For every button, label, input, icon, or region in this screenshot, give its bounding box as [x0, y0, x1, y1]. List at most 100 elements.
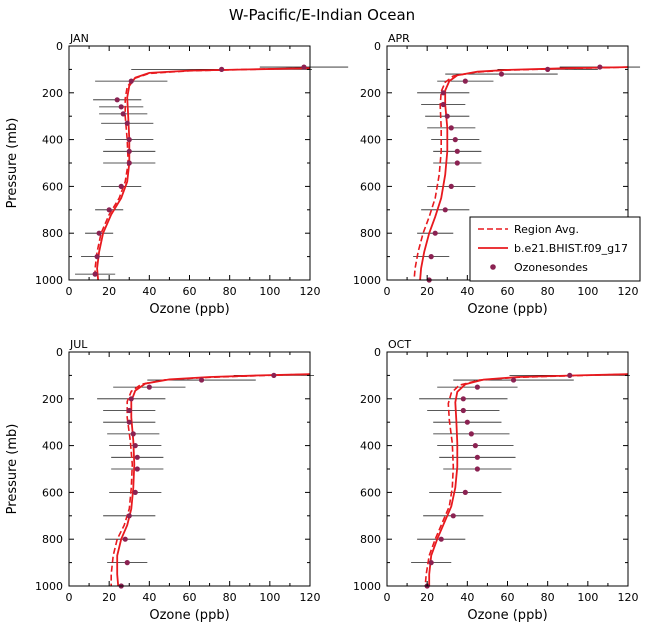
sonde-point — [122, 536, 128, 542]
sonde-point — [438, 536, 444, 542]
plot-frame — [68, 351, 311, 587]
panel-month-label: JUL — [69, 338, 88, 351]
model-line — [419, 66, 628, 280]
sonde-point — [454, 148, 460, 154]
x-tick-label: 80 — [541, 591, 555, 604]
curves — [413, 66, 628, 280]
y-tick-label: 200 — [42, 87, 63, 100]
x-tick-label: 60 — [183, 285, 197, 298]
y-tick-label: 400 — [42, 134, 63, 147]
sonde-point — [468, 431, 474, 437]
y-tick-label: 200 — [42, 393, 63, 406]
panel-month-label: OCT — [388, 338, 411, 351]
legend-label: Region Avg. — [514, 223, 579, 236]
sonde-point — [130, 431, 136, 437]
sonde-point — [126, 148, 132, 154]
panel-jan: 0 20 40 60 80 100 120 0 200 400 600 800 1000 Ozone (p… — [5, 32, 349, 317]
legend-item: b.e21.BHIST.f09_g17 — [478, 242, 628, 255]
sonde-point — [92, 271, 98, 277]
sonde-point — [472, 443, 478, 449]
sonde-point — [474, 466, 480, 472]
x-tick-label: 60 — [501, 591, 515, 604]
x-tick-label: 60 — [183, 591, 197, 604]
sonde-point — [126, 407, 132, 414]
x-tick-label: 20 — [420, 591, 434, 604]
curves — [424, 373, 628, 586]
y-tick-label: 400 — [42, 440, 63, 453]
x-axis-label: Ozone (ppb) — [149, 302, 229, 317]
sonde-point — [442, 207, 448, 213]
legend-item: Ozonesondes — [490, 261, 588, 274]
panel-month-label: JAN — [69, 32, 89, 45]
sonde-point — [301, 64, 307, 70]
y-tick-label: 400 — [360, 440, 381, 453]
sonde-point — [474, 384, 480, 390]
y-tick-label: 600 — [42, 486, 63, 499]
sonde-point — [128, 396, 134, 402]
x-tick-label: 40 — [460, 285, 474, 298]
figure-title: W-Pacific/E-Indian Ocean — [229, 6, 415, 24]
sonde-point — [567, 372, 573, 378]
legend-label: Ozonesondes — [514, 261, 588, 274]
sonde-point — [545, 66, 551, 72]
x-axis-label: Ozone (ppb) — [467, 608, 547, 623]
x-tick-label: 120 — [300, 591, 321, 604]
sonde-point — [474, 454, 480, 460]
y-tick-label: 1000 — [35, 274, 63, 287]
sonde-point — [462, 489, 468, 495]
legend: Region Avg. b.e21.BHIST.f09_g17 Ozonesonde… — [469, 216, 641, 282]
y-tick-label: 1000 — [353, 580, 381, 593]
x-tick-label: 80 — [541, 285, 555, 298]
x-tick-label: 100 — [259, 591, 280, 604]
sonde-point — [198, 377, 205, 383]
x-tick-label: 40 — [142, 285, 156, 298]
y-tick-label: 0 — [56, 40, 63, 53]
y-tick-label: 800 — [42, 533, 63, 546]
sonde-point — [460, 396, 466, 402]
sonde-point — [128, 78, 134, 84]
sonde-point — [124, 120, 130, 126]
x-axis-label: Ozone (ppb) — [149, 608, 229, 623]
x-tick-label: 40 — [142, 591, 156, 604]
sonde-point — [448, 125, 454, 131]
legend-label: b.e21.BHIST.f09_g17 — [514, 242, 628, 255]
sonde-point — [450, 513, 456, 519]
x-tick-label: 0 — [66, 285, 73, 298]
sonde-point — [452, 137, 458, 143]
x-tick-label: 80 — [223, 591, 237, 604]
sonde-point — [118, 104, 124, 110]
y-axis-label: Pressure (mb) — [5, 118, 20, 209]
sonde-point — [464, 419, 470, 425]
region-avg-line — [110, 373, 310, 586]
x-axis-label: Ozone (ppb) — [467, 302, 547, 317]
panel-oct: 0 20 40 60 80 100 120 0 200 400 600 800 1000 Ozone (p… — [353, 338, 639, 623]
y-tick-label: 800 — [360, 227, 381, 240]
x-tick-label: 0 — [384, 591, 391, 604]
y-tick-label: 400 — [360, 134, 381, 147]
panel-apr: 0 20 40 60 80 100 120 0 200 400 600 800 1000 Ozone (p… — [353, 32, 641, 317]
sonde-point — [118, 183, 124, 189]
sonde-point — [126, 160, 132, 166]
sonde-point — [462, 78, 468, 84]
sonde-point — [132, 443, 138, 449]
y-axis-label: Pressure (mb) — [5, 424, 20, 515]
sonde-point — [124, 560, 130, 566]
y-tick-label: 200 — [360, 393, 381, 406]
sonde-point — [454, 160, 460, 166]
sonde-point — [440, 90, 446, 96]
x-tick-label: 120 — [618, 591, 639, 604]
x-tick-label: 120 — [618, 285, 639, 298]
panel-jul: 0 20 40 60 80 100 120 0 200 400 600 800 1000 Ozone (p… — [5, 338, 321, 623]
x-tick-label: 60 — [501, 285, 515, 298]
sonde-point — [448, 183, 454, 189]
x-tick-label: 40 — [460, 591, 474, 604]
x-tick-label: 100 — [259, 285, 280, 298]
x-tick-label: 100 — [577, 591, 598, 604]
sonde-point — [219, 66, 225, 72]
sonde-point — [106, 207, 112, 213]
y-tick-label: 1000 — [353, 274, 381, 287]
sonde-point — [271, 372, 277, 378]
sonde-point — [120, 111, 126, 117]
